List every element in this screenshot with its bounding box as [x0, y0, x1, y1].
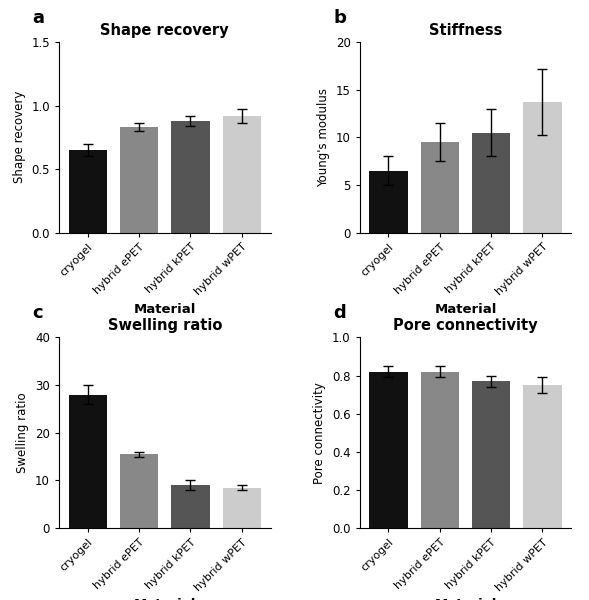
Text: d: d	[333, 304, 346, 322]
Text: a: a	[32, 9, 44, 27]
Bar	[68, 150, 107, 233]
Title: Shape recovery: Shape recovery	[101, 23, 229, 38]
Bar	[223, 487, 261, 528]
Title: Pore connectivity: Pore connectivity	[393, 319, 538, 334]
Bar	[472, 381, 511, 528]
Text: b: b	[333, 9, 346, 27]
Bar	[421, 372, 459, 528]
Text: c: c	[32, 304, 43, 322]
Bar	[523, 102, 562, 233]
Y-axis label: Swelling ratio: Swelling ratio	[16, 392, 29, 473]
Bar	[120, 127, 158, 233]
X-axis label: Material: Material	[134, 303, 196, 316]
Y-axis label: Young's modulus: Young's modulus	[317, 88, 330, 187]
Bar	[171, 121, 210, 233]
Bar	[421, 142, 459, 233]
Bar	[369, 170, 408, 233]
Bar	[369, 372, 408, 528]
Bar	[472, 133, 511, 233]
X-axis label: Material: Material	[434, 303, 497, 316]
Bar	[523, 385, 562, 528]
X-axis label: Material: Material	[434, 598, 497, 600]
Y-axis label: Pore connectivity: Pore connectivity	[313, 382, 326, 484]
Title: Stiffness: Stiffness	[429, 23, 502, 38]
Bar	[120, 454, 158, 528]
X-axis label: Material: Material	[134, 598, 196, 600]
Bar	[68, 395, 107, 528]
Bar	[223, 116, 261, 233]
Y-axis label: Shape recovery: Shape recovery	[13, 91, 26, 184]
Bar	[171, 485, 210, 528]
Title: Swelling ratio: Swelling ratio	[108, 319, 222, 334]
